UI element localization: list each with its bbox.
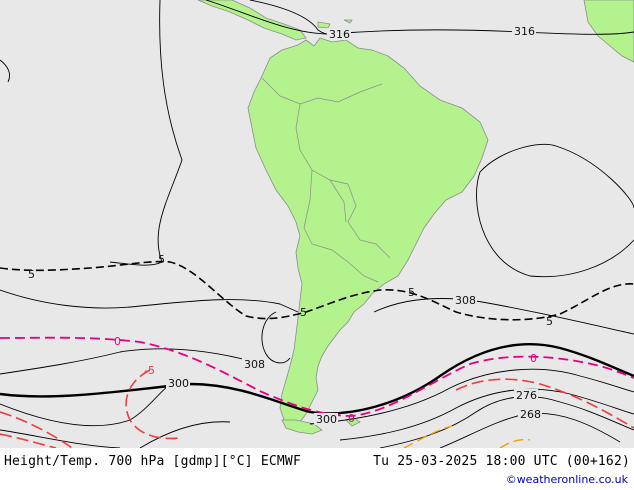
label-t5-east2: 5 [546,315,553,328]
falklands [345,417,361,427]
temp-contours-minus5 [0,369,634,449]
border-line [347,261,379,283]
tierra-del-fuego [281,419,323,435]
label-bg [314,413,338,425]
temp-contours-0 [0,336,634,417]
label-bg [242,358,266,370]
contour-labels: 316 316 308 308 300 300 276 268 5 5 5 5 … [28,25,553,426]
height-contour-chile-loop [261,311,291,364]
label-tm5-west: -5 [144,364,155,377]
caption-bar: Height/Temp. 700 hPa [gdmp][°C] ECMWF Tu… [0,448,634,490]
temp-contour-minus10-se [499,438,531,449]
temp-contours-minus10 [403,425,531,449]
label-t0-south: 0 [348,412,355,425]
land-layer [197,0,634,435]
border-line [303,169,349,263]
temp-contours-5 [0,260,634,321]
central-america [197,0,307,41]
border-line [261,77,383,105]
label-h300-west: 300 [168,377,189,390]
africa-tip [583,0,634,63]
height-contour-east-loop [476,143,634,278]
height-contour-316 [205,0,634,35]
temp-contour-minus5-south [0,433,57,449]
label-h268: 268 [520,408,541,421]
height-contour-308-lower [0,348,263,375]
height-contour-loop-sw [0,421,231,449]
border-line [347,183,391,259]
south-america-landmass [247,37,489,427]
border-line [295,103,349,185]
height-contour-300-bold [0,343,634,415]
label-h308-west: 308 [244,358,265,371]
label-bg [514,389,538,401]
height-contour-west-trough [109,0,183,266]
label-t5-west1: 5 [28,268,35,281]
temp-contour-minus5-east [455,378,634,429]
height-contour-308-west [0,289,299,313]
label-bg [327,28,351,40]
label-h316-west: 316 [329,28,350,41]
label-h316-east: 316 [514,25,535,38]
height-contour-292 [309,368,634,425]
label-bg [518,408,542,420]
temp-contour-5 [0,260,634,321]
label-bg [512,25,536,37]
temp-contour-minus5-sw [0,411,73,449]
label-t5-west2: 5 [158,253,165,266]
label-h308-east: 308 [455,294,476,307]
country-borders [261,77,391,283]
temp-contour-minus10 [403,425,453,449]
label-t0-west: 0 [114,335,121,348]
label-t0-east: 0 [530,352,537,365]
height-contour-284 [339,388,634,441]
label-bg [166,377,190,389]
border-line [329,179,347,223]
temp-contour-minus5-west [125,369,181,440]
label-t5-east1: 5 [408,286,415,299]
height-contour-276 [379,396,634,449]
height-contour-300 [0,379,177,427]
label-bg [453,294,477,306]
valid-time-label: Tu 25-03-2025 18:00 UTC (00+162) [373,454,630,469]
label-h300-south: 300 [316,413,337,426]
height-contour-nw-hook [0,59,11,83]
label-t5-mid: 5 [300,306,307,319]
credit-link[interactable]: ©weatheronline.co.uk [505,473,628,486]
label-h276: 276 [516,389,537,402]
temp-contour-0 [0,336,634,417]
product-label: Height/Temp. 700 hPa [gdmp][°C] ECMWF [4,454,301,469]
